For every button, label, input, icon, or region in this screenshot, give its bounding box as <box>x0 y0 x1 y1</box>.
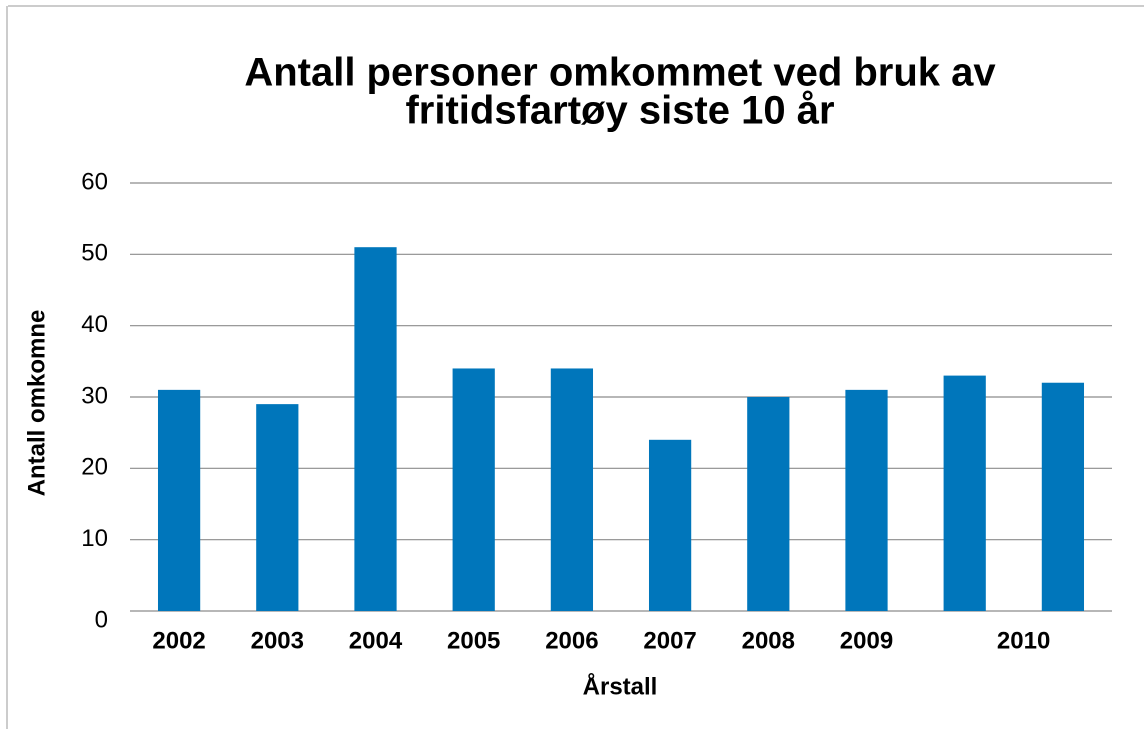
bar <box>648 439 692 611</box>
x-tick-label: 2002 <box>152 627 205 654</box>
bar <box>943 375 986 611</box>
bar <box>157 389 201 611</box>
x-axis-label: Årstall <box>583 672 658 700</box>
x-tick-label: 2010 <box>997 627 1050 654</box>
bar <box>1041 382 1085 611</box>
x-tick-label: 2004 <box>349 627 403 654</box>
x-tick-label: 2009 <box>840 627 893 654</box>
bar <box>256 404 299 611</box>
x-tick-label: 2005 <box>447 627 500 654</box>
bar <box>845 389 888 611</box>
y-tick-label: 30 <box>81 382 108 409</box>
y-tick-label: 0 <box>95 606 108 633</box>
y-tick-label: 10 <box>81 525 108 552</box>
x-tick-label: 2006 <box>545 627 598 654</box>
y-tick-label: 40 <box>81 311 108 338</box>
y-axis-label: Antall omkomne <box>23 310 50 497</box>
x-tick-label: 2007 <box>643 627 696 654</box>
chart-title: Antall personer omkommet ved bruk av <box>244 51 996 95</box>
y-tick-label: 50 <box>81 240 108 267</box>
bar <box>550 368 594 611</box>
x-tick-label: 2008 <box>742 627 795 654</box>
y-tick-label: 60 <box>81 168 108 195</box>
chart-title: fritidsfartøy siste 10 år <box>405 89 834 133</box>
bar <box>354 247 397 611</box>
bar <box>747 397 790 611</box>
y-tick-label: 20 <box>81 454 108 481</box>
bar <box>452 368 495 611</box>
x-tick-label: 2003 <box>251 627 304 654</box>
